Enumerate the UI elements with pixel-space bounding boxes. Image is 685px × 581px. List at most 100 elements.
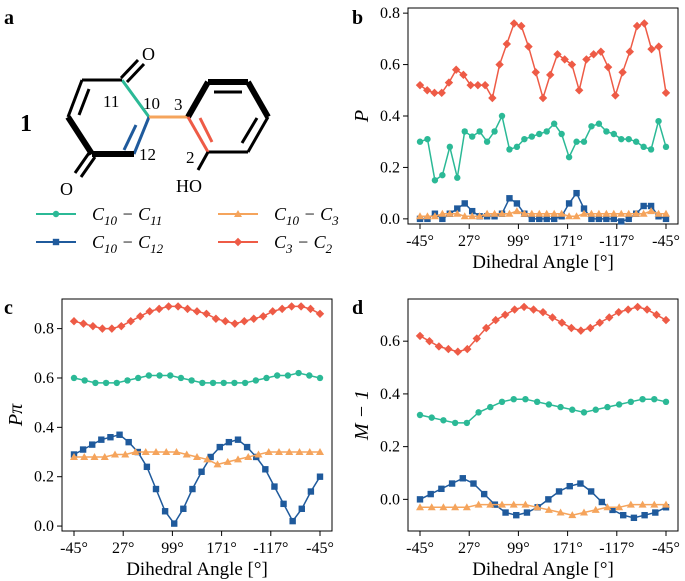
data-point-c10_c12 (502, 509, 509, 516)
data-point-c10_c3 (152, 448, 160, 456)
data-point-c10_c12 (89, 441, 96, 448)
y-tick-label: 0.4 (380, 386, 400, 403)
x-axis-label: Dihedral Angle [°] (126, 559, 268, 580)
atom-ho: HO (176, 176, 202, 196)
data-point-c10_c3 (490, 209, 499, 217)
bond-c11-o (119, 58, 140, 80)
panel-b-chart: 0.0 0.2 0.4 0.6 0.8 -45° 27° 99° 171° -117° -45° Di… (351, 5, 680, 273)
atom-o-bottom: O (60, 179, 73, 199)
data-point-c10_c12 (459, 475, 466, 482)
data-point-c10_c11 (439, 171, 446, 179)
data-point-c10_c3 (647, 207, 656, 215)
data-point-c10_c3 (416, 503, 424, 511)
data-point-c10_c11 (533, 398, 541, 406)
data-point-c10_c12 (580, 205, 588, 212)
data-point-c3_c2 (415, 331, 425, 341)
x-tick-label: 171° (552, 233, 582, 250)
data-point-c10_c12 (513, 511, 520, 519)
data-point-c10_c12 (566, 482, 573, 490)
panel-c-chart: 0.0 0.2 0.4 0.6 0.8 -45° 27° 99° 171° -117° -45° Di… (5, 298, 334, 580)
data-point-c3_c2 (154, 304, 164, 314)
data-point-c3_c2 (126, 317, 135, 326)
data-point-c3_c2 (589, 50, 598, 59)
data-point-c10_c11 (565, 153, 573, 161)
data-point-c3_c2 (480, 80, 490, 90)
y-tick-label: 0.4 (380, 108, 400, 125)
data-point-c10_c3 (111, 450, 119, 458)
data-point-c10_c11 (498, 112, 506, 120)
data-point-c10_c11 (655, 117, 662, 125)
data-point-c10_c11 (625, 135, 632, 143)
data-point-c10_c12 (588, 215, 595, 223)
data-point-c10_c11 (416, 138, 424, 145)
panel-label-a: a (4, 7, 14, 29)
data-point-c10_c3 (80, 452, 89, 460)
data-point-c3_c2 (117, 321, 126, 331)
data-point-c10_c3 (223, 457, 232, 465)
y-tick-label: 0.2 (380, 159, 400, 176)
data-point-c10_c12 (207, 453, 214, 461)
data-point-c10_c3 (556, 508, 565, 516)
data-point-c10_c11 (145, 372, 153, 379)
data-point-c10_c11 (316, 374, 324, 382)
data-point-c10_c3 (594, 209, 603, 217)
data-point-c10_c12 (225, 438, 233, 446)
data-point-c10_c3 (423, 212, 432, 220)
data-point-c10_c12 (480, 490, 488, 498)
series-line-c10_c12 (73, 433, 321, 525)
data-point-c3_c2 (183, 304, 192, 314)
data-point-c10_c11 (416, 411, 424, 419)
data-point-c10_c3 (580, 209, 588, 217)
data-point-c3_c2 (211, 314, 221, 323)
data-point-c3_c2 (423, 86, 432, 95)
legend-label-c10_c3: C10 − C3 (274, 204, 339, 228)
data-point-c3_c2 (524, 42, 533, 51)
data-point-c3_c2 (654, 42, 663, 51)
data-point-c10_c11 (461, 128, 468, 135)
data-point-c10_c11 (102, 379, 110, 387)
axes-frame (407, 7, 679, 225)
data-point-c10_c3 (520, 209, 529, 217)
data-point-c10_c11 (476, 128, 483, 135)
data-point-c10_c3 (438, 209, 447, 217)
data-point-c3_c2 (495, 60, 504, 69)
data-point-c10_c3 (474, 500, 483, 508)
data-point-c10_c3 (498, 500, 506, 508)
panel-label-c: c (4, 297, 13, 319)
x-tick-label: -45° (306, 540, 334, 557)
data-point-c10_c3 (565, 212, 574, 220)
data-point-c10_c12 (543, 215, 550, 223)
data-point-c3_c2 (652, 310, 661, 320)
data-point-c10_c12 (438, 485, 445, 493)
data-point-c10_c11 (592, 406, 599, 413)
data-point-c3_c2 (444, 78, 454, 87)
data-point-c10_c11 (113, 379, 120, 387)
data-point-c10_c12 (271, 483, 278, 490)
data-point-c10_c12 (152, 485, 160, 493)
bond-c13-c14 (65, 115, 95, 156)
y-axis-label: M − 1 (351, 390, 373, 441)
data-point-c3_c2 (240, 317, 249, 326)
data-point-c10_c3 (460, 212, 469, 220)
data-point-c10_c12 (125, 438, 132, 446)
data-point-c10_c11 (615, 401, 623, 408)
data-point-c10_c12 (98, 436, 105, 443)
data-point-c10_c12 (523, 509, 531, 516)
data-point-c10_c3 (544, 505, 553, 513)
data-point-c3_c2 (259, 312, 268, 321)
data-point-c3_c2 (502, 39, 512, 49)
data-point-c10_c3 (615, 503, 624, 511)
data-point-c10_c12 (647, 202, 655, 210)
data-point-c3_c2 (557, 318, 567, 327)
series-line-c10_c12 (420, 191, 667, 223)
data-point-c10_c3 (505, 209, 514, 217)
data-point-c10_c3 (453, 209, 462, 217)
data-point-c10_c12 (603, 215, 610, 223)
data-point-c10_c11 (573, 138, 580, 145)
data-point-c10_c11 (639, 395, 646, 403)
y-tick-label: 0.2 (380, 439, 400, 456)
x-tick-label: -45° (60, 540, 88, 557)
data-point-c3_c2 (88, 321, 98, 331)
data-point-c10_c3 (662, 209, 670, 217)
data-point-c10_c12 (161, 508, 169, 515)
